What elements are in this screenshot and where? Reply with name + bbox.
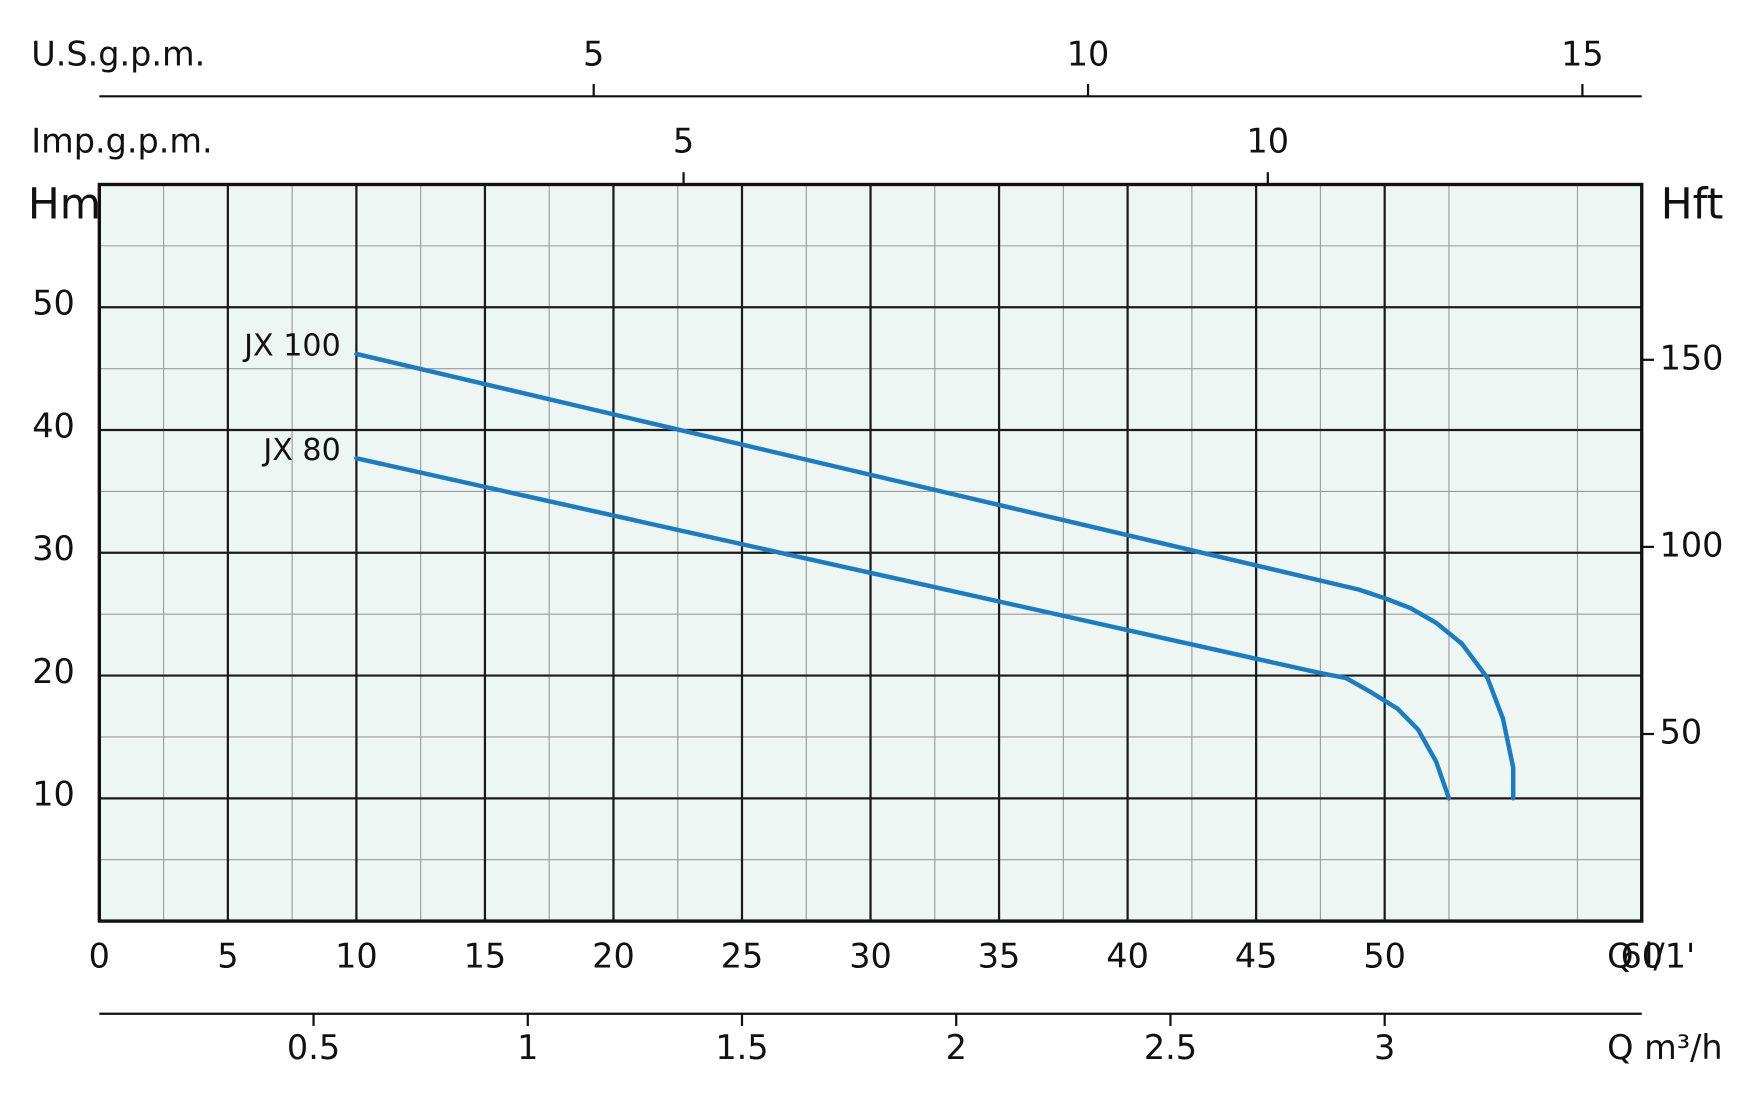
bottom-axis-tick-label: 1.5 [715,1028,768,1067]
top-axis-label: Imp.g.p.m. [31,122,212,161]
y2-axis-label: Hft [1661,180,1724,229]
plot-border [97,182,1644,923]
x-tick-label: 0 [89,936,110,975]
x-tick-label: 30 [849,936,892,975]
curve [354,456,1452,801]
bottom-axis-tick-label: 3 [1374,1028,1395,1067]
bottom-axis-tick-label: 2 [946,1028,967,1067]
x-tick-label: 10 [335,936,378,975]
y-tick-label: 20 [32,652,75,691]
top-axis-tick-label: 15 [1561,35,1604,74]
y2-tick-label: 100 [1660,525,1724,564]
top-axis-tick-label: 5 [673,122,694,161]
x-tick-label: 45 [1235,936,1278,975]
y-tick-label: 50 [32,284,75,323]
top-axis-tick-label: 5 [583,35,604,74]
top-axis-tick-label: 10 [1247,122,1290,161]
curve [354,351,1516,801]
x-tick-label: 5 [217,936,238,975]
x-tick-label: 20 [592,936,635,975]
bottom-axis-tick-label: 2.5 [1144,1028,1197,1067]
series-label: JX 80 [261,433,340,468]
y-tick-label: 40 [32,406,75,445]
series-label: JX 100 [242,329,341,364]
bottom-axis-tick-label: 0.5 [287,1028,340,1067]
x-tick-label: 50 [1363,936,1406,975]
top-axis-label: U.S.g.p.m. [31,35,205,74]
bottom-axis-tick-label: 1 [517,1028,538,1067]
top-axis-tick-label: 10 [1067,35,1110,74]
y-tick-label: 30 [32,529,75,568]
x-tick-label: 35 [978,936,1021,975]
y-axis-label: Hm [28,180,101,229]
bottom-axis-label: Q m³/h [1607,1028,1723,1067]
y2-tick-label: 150 [1660,338,1724,377]
x-tick-label: 15 [464,936,507,975]
y-tick-label: 10 [32,775,75,814]
y2-tick-label: 50 [1660,712,1703,751]
x-tick-label: 60 [1620,936,1663,975]
x-tick-label: 25 [721,936,764,975]
x-axis-label: Q l/1' [1607,936,1695,975]
x-tick-label: 40 [1106,936,1149,975]
